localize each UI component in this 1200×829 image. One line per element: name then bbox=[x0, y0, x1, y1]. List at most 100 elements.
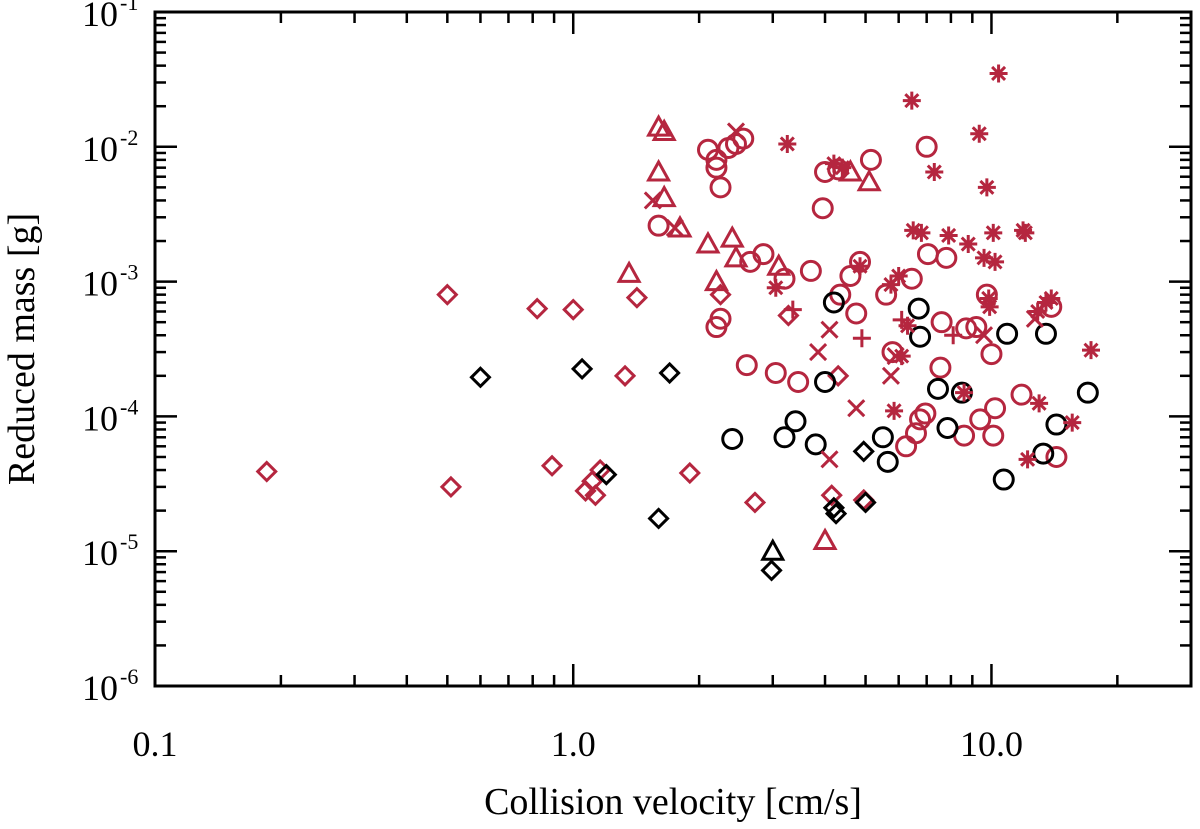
black-circle-point bbox=[1032, 442, 1055, 465]
red-asterisk-point bbox=[989, 64, 1008, 83]
red-asterisk-point bbox=[889, 267, 908, 286]
black-circle-point bbox=[871, 426, 894, 449]
red-asterisk-point bbox=[902, 91, 921, 110]
red-circle-point bbox=[909, 408, 932, 431]
red-asterisk-point bbox=[975, 248, 994, 267]
red-circle-point bbox=[705, 148, 728, 171]
y-tick-label: 10 bbox=[82, 0, 118, 34]
black-circle-point bbox=[804, 433, 827, 456]
red-asterisk-point bbox=[977, 178, 996, 197]
red-asterisk-point bbox=[925, 163, 944, 182]
red-diamond-point bbox=[820, 484, 843, 507]
y-axis-title: Reduced mass [g] bbox=[1, 213, 43, 485]
black-circle-point bbox=[936, 417, 959, 440]
black-circle-point bbox=[814, 370, 837, 393]
red-asterisk-point bbox=[980, 297, 999, 316]
black-diamond-point bbox=[570, 357, 594, 381]
black-circle-point bbox=[996, 322, 1019, 345]
black-circle-point bbox=[822, 291, 845, 314]
black-circle-point bbox=[1076, 381, 1099, 404]
red-circle-point bbox=[929, 356, 952, 379]
plot-area-border bbox=[153, 10, 1193, 688]
red-cross-point bbox=[1025, 309, 1044, 328]
black-circle-point bbox=[909, 325, 932, 348]
red-circle-point bbox=[732, 127, 755, 150]
red-asterisk-point bbox=[1082, 341, 1101, 360]
red-diamond-point bbox=[255, 460, 278, 483]
black-circle-point bbox=[773, 426, 796, 449]
red-circle-point bbox=[735, 354, 758, 377]
red-cross-point bbox=[847, 399, 866, 418]
red-diamond-point bbox=[526, 297, 549, 320]
red-circle-point bbox=[787, 370, 810, 393]
black-circle-point bbox=[992, 468, 1015, 491]
black-circle-point bbox=[876, 450, 899, 473]
y-tick-label-exponent: -4 bbox=[120, 394, 138, 419]
red-asterisk-point bbox=[1016, 223, 1035, 242]
red-circle-point bbox=[930, 311, 953, 334]
y-tick-label-exponent: -3 bbox=[120, 260, 138, 285]
red-plus-point bbox=[783, 300, 802, 319]
red-cross-point bbox=[820, 450, 839, 469]
red-plus-point bbox=[852, 329, 871, 348]
red-asterisk-point bbox=[959, 235, 978, 254]
y-tick-label: 10 bbox=[82, 129, 118, 169]
red-circle-point bbox=[904, 422, 927, 445]
black-circle-point bbox=[784, 410, 807, 433]
x-axis-title: Collision velocity [cm/s] bbox=[484, 781, 862, 823]
red-asterisk-point bbox=[766, 278, 785, 297]
red-circle-point bbox=[914, 402, 937, 425]
red-asterisk-point bbox=[1030, 394, 1049, 413]
black-circle-point bbox=[907, 297, 930, 320]
red-circle-point bbox=[811, 197, 834, 220]
red-circle-point bbox=[799, 259, 822, 282]
red-circle-point bbox=[895, 435, 918, 458]
red-diamond-point bbox=[562, 298, 585, 321]
black-circle-point bbox=[1045, 413, 1068, 436]
red-cross-point bbox=[886, 347, 905, 366]
red-diamond-point bbox=[613, 364, 637, 387]
red-diamond-point bbox=[678, 461, 701, 485]
red-asterisk-point bbox=[1018, 450, 1037, 469]
black-circle-point bbox=[926, 377, 949, 400]
red-asterisk-point bbox=[824, 154, 843, 173]
red-diamond-point bbox=[743, 491, 767, 514]
red-plus-point bbox=[892, 310, 911, 329]
red-circle-point bbox=[859, 148, 882, 171]
red-diamond-point bbox=[625, 286, 649, 309]
red-circle-point bbox=[980, 343, 1003, 366]
red-circle-point bbox=[969, 408, 992, 431]
red-triangle-point bbox=[616, 260, 642, 283]
red-asterisk-point bbox=[1042, 289, 1061, 308]
red-triangle-point bbox=[646, 114, 672, 137]
red-circle-point bbox=[982, 424, 1005, 447]
red-asterisk-point bbox=[970, 124, 989, 143]
red-circle-point bbox=[845, 302, 868, 325]
red-triangle-point bbox=[766, 253, 792, 276]
y-tick-label: 10 bbox=[82, 264, 118, 304]
red-circle-point bbox=[915, 135, 938, 158]
red-triangle-point bbox=[651, 118, 677, 141]
y-tick-label-exponent: -1 bbox=[120, 0, 138, 15]
red-asterisk-point bbox=[912, 223, 931, 242]
red-asterisk-point bbox=[885, 401, 904, 420]
black-diamond-point bbox=[852, 440, 875, 463]
y-tick-label-exponent: -5 bbox=[120, 529, 138, 554]
y-tick-label: 10 bbox=[82, 668, 118, 708]
red-circle-point bbox=[900, 267, 923, 290]
y-tick-label-exponent: -6 bbox=[120, 664, 138, 689]
red-asterisk-point bbox=[851, 257, 870, 276]
y-tick-labels: 10-110-210-310-410-510-6 bbox=[82, 0, 138, 708]
red-circle-point bbox=[709, 307, 732, 330]
red-triangle-point bbox=[812, 527, 838, 551]
data-points bbox=[255, 64, 1101, 582]
red-triangle-point bbox=[719, 225, 745, 248]
red-circle-point bbox=[709, 176, 732, 199]
red-triangle-point bbox=[646, 158, 672, 182]
red-triangle-point bbox=[703, 268, 729, 292]
red-asterisk-point bbox=[1028, 302, 1047, 321]
red-asterisk-point bbox=[904, 221, 923, 240]
red-asterisk-point bbox=[833, 158, 852, 177]
red-diamond-point bbox=[709, 283, 732, 306]
